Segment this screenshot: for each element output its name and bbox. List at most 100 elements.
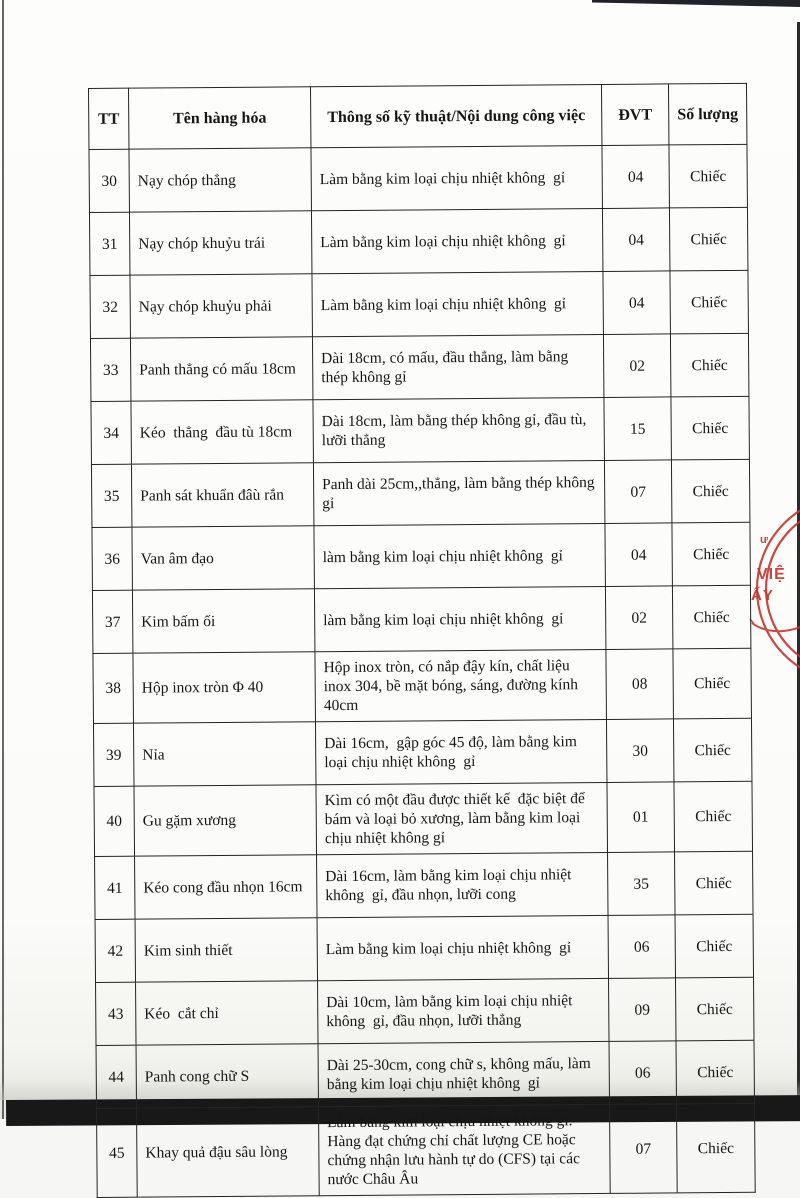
cell-name: Nạy chóp khuỷu trái bbox=[129, 210, 312, 276]
cell-quantity: Chiếc bbox=[672, 585, 751, 649]
cell-name: Kéo thẳng đầu tù 18cm bbox=[130, 399, 314, 465]
cell-tt: 38 bbox=[92, 653, 134, 724]
cell-tt: 34 bbox=[90, 401, 132, 465]
cell-quantity: Chiếc bbox=[673, 718, 752, 782]
cell-dvt: 07 bbox=[604, 459, 672, 524]
cell-name: Kéo cắt chỉ bbox=[135, 980, 319, 1046]
cell-spec: Kìm có một đầu được thiết kế đặc biệt để… bbox=[315, 782, 608, 855]
table-row: 45 Khay quả đậu sâu lòng Làm bằng kim lo… bbox=[96, 1103, 756, 1198]
cell-spec: Dài 16cm, gập góc 45 độ, làm bằng kim lo… bbox=[315, 719, 607, 785]
cell-tt: 30 bbox=[88, 149, 130, 213]
cell-dvt: 35 bbox=[607, 851, 676, 916]
cell-spec: Panh dài 25cm,,thẳng, làm bằng thép khôn… bbox=[313, 460, 605, 526]
cell-tt: 36 bbox=[91, 527, 133, 591]
cell-spec: Dài 18cm, làm bằng thép không gỉ, đầu tù… bbox=[312, 397, 605, 463]
cell-name: Panh cong chữ S bbox=[136, 1043, 319, 1109]
scan-shadow-bottom bbox=[0, 1080, 800, 1100]
cell-tt: 44 bbox=[96, 1045, 137, 1109]
cell-dvt: 15 bbox=[603, 396, 672, 461]
cell-tt: 45 bbox=[96, 1108, 138, 1198]
cell-spec: Dài 18cm, có mấu, đầu thẳng, làm bằng th… bbox=[312, 334, 604, 400]
table-row: 34 Kéo thẳng đầu tù 18cm Dài 18cm, làm b… bbox=[90, 396, 750, 465]
cell-quantity: Chiếc bbox=[676, 1040, 755, 1104]
stamp-fragment: ư bbox=[760, 534, 768, 546]
cell-dvt: 06 bbox=[609, 1040, 677, 1105]
cell-name: Van âm đạo bbox=[131, 525, 315, 591]
cell-name: Nạy chóp khuỷu phải bbox=[129, 273, 313, 339]
cell-quantity: Chiếc bbox=[671, 522, 751, 586]
cell-spec: Dài 16cm, làm bằng kim loại chịu nhiệt k… bbox=[316, 852, 609, 918]
table-row: 31 Nạy chóp khuỷu trái Làm bằng kim loại… bbox=[89, 207, 748, 276]
cell-tt: 39 bbox=[93, 723, 134, 787]
table-row: 39 Nỉa Dài 16cm, gập góc 45 độ, làm bằng… bbox=[93, 718, 752, 787]
cell-spec: Làm bằng kim loại chịu nhiệt không gỉ bbox=[311, 208, 603, 274]
cell-spec: Dài 10cm, làm bằng kim loại chịu nhiệt k… bbox=[317, 978, 610, 1044]
table-row: 33 Panh thẳng có mấu 18cm Dài 18cm, có m… bbox=[90, 333, 749, 402]
cell-spec: Làm bằng kim loại chịu nhiệt không gỉ. H… bbox=[318, 1104, 611, 1196]
cell-tt: 33 bbox=[90, 338, 131, 402]
cell-name: Panh thẳng có mấu 18cm bbox=[130, 336, 313, 402]
table-row: 40 Gu gặm xương Kìm có một đầu được thiế… bbox=[93, 781, 753, 857]
cell-quantity: Chiếc bbox=[672, 648, 752, 719]
cell-tt: 31 bbox=[89, 212, 130, 276]
table-row: 36 Van âm đạo làm bằng kim loại chịu nhi… bbox=[91, 522, 751, 591]
cell-name: Kim sinh thiết bbox=[135, 917, 318, 983]
table-row: 35 Panh sát khuẩn đâù rắn Panh dài 25cm,… bbox=[91, 459, 750, 528]
cell-quantity: Chiếc bbox=[676, 1103, 756, 1193]
cell-dvt: 30 bbox=[606, 718, 674, 783]
cell-dvt: 04 bbox=[601, 144, 670, 209]
table-row: 41 Kéo cong đầu nhọn 16cm Dài 16cm, làm … bbox=[94, 851, 754, 920]
column-header: TT bbox=[88, 88, 129, 150]
cell-name: Kim bấm ối bbox=[132, 588, 315, 654]
cell-dvt: 01 bbox=[606, 781, 675, 853]
stamp-text-line1: VIỆ bbox=[757, 564, 786, 583]
cell-spec: Hộp inox tròn, có nắp đậy kín, chất liệu… bbox=[314, 649, 607, 722]
cell-spec: làm bằng kim loại chịu nhiệt không gỉ bbox=[313, 523, 606, 589]
items-table: TT Tên hàng hóa Thông số kỹ thuật/Nội dung… bbox=[88, 83, 756, 1198]
cell-tt: 37 bbox=[92, 590, 133, 654]
cell-quantity: Chiếc bbox=[668, 144, 748, 208]
cell-spec: Làm bằng kim loại chịu nhiệt không gỉ bbox=[317, 915, 609, 981]
cell-dvt: 04 bbox=[602, 270, 671, 335]
cell-quantity: Chiếc bbox=[669, 270, 749, 334]
cell-spec: làm bằng kim loại chịu nhiệt không gỉ bbox=[314, 586, 606, 652]
cell-spec: Dài 25-30cm, cong chữ s, không mấu, làm … bbox=[318, 1041, 610, 1107]
cell-dvt: 02 bbox=[605, 585, 673, 650]
scan-edge-right bbox=[797, 22, 800, 1119]
column-header: Số lượng bbox=[668, 83, 747, 145]
cell-quantity: Chiếc bbox=[675, 977, 754, 1041]
cell-dvt: 07 bbox=[609, 1103, 678, 1194]
cell-dvt: 04 bbox=[604, 522, 673, 587]
scan-edge-top bbox=[592, 0, 800, 7]
column-header: Tên hàng hóa bbox=[128, 86, 311, 150]
cell-tt: 42 bbox=[95, 919, 136, 983]
cell-tt: 35 bbox=[91, 464, 132, 528]
cell-dvt: 08 bbox=[605, 648, 674, 720]
cell-tt: 43 bbox=[95, 982, 137, 1046]
cell-dvt: 06 bbox=[608, 914, 676, 979]
cell-tt: 40 bbox=[93, 786, 135, 857]
table-row: 32 Nạy chóp khuỷu phải Làm bằng kim loại… bbox=[89, 270, 749, 339]
table-row: 38 Hộp inox tròn Φ 40 Hộp inox tròn, có … bbox=[92, 648, 752, 724]
table-header-row: TT Tên hàng hóa Thông số kỹ thuật/Nội dung… bbox=[88, 83, 747, 150]
cell-name: Hộp inox tròn Φ 40 bbox=[132, 651, 316, 724]
cell-quantity: Chiếc bbox=[670, 396, 750, 460]
cell-tt: 32 bbox=[89, 275, 131, 339]
cell-quantity: Chiếc bbox=[671, 459, 750, 523]
cell-quantity: Chiếc bbox=[674, 851, 754, 915]
cell-quantity: Chiếc bbox=[675, 914, 754, 978]
cell-quantity: Chiếc bbox=[670, 333, 749, 397]
table-row: 42 Kim sinh thiết Làm bằng kim loại chịu… bbox=[95, 914, 754, 983]
cell-dvt: 04 bbox=[602, 207, 670, 272]
cell-spec: Làm bằng kim loại chịu nhiệt không gỉ bbox=[311, 271, 604, 337]
red-stamp-icon: ư VIỆ ẤY bbox=[744, 503, 800, 671]
stamp-text-line2: ẤY bbox=[751, 587, 774, 604]
cell-dvt: 09 bbox=[608, 977, 677, 1042]
cell-tt: 41 bbox=[94, 856, 136, 920]
cell-spec: Làm bằng kim loại chịu nhiệt không gỉ bbox=[310, 145, 603, 211]
cell-name: Kéo cong đầu nhọn 16cm bbox=[134, 854, 318, 920]
column-header: Thông số kỹ thuật/Nội dung công việc bbox=[310, 84, 602, 148]
table-row: 43 Kéo cắt chỉ Dài 10cm, làm bằng kim lo… bbox=[95, 977, 754, 1046]
cell-name: Nỉa bbox=[133, 721, 316, 787]
